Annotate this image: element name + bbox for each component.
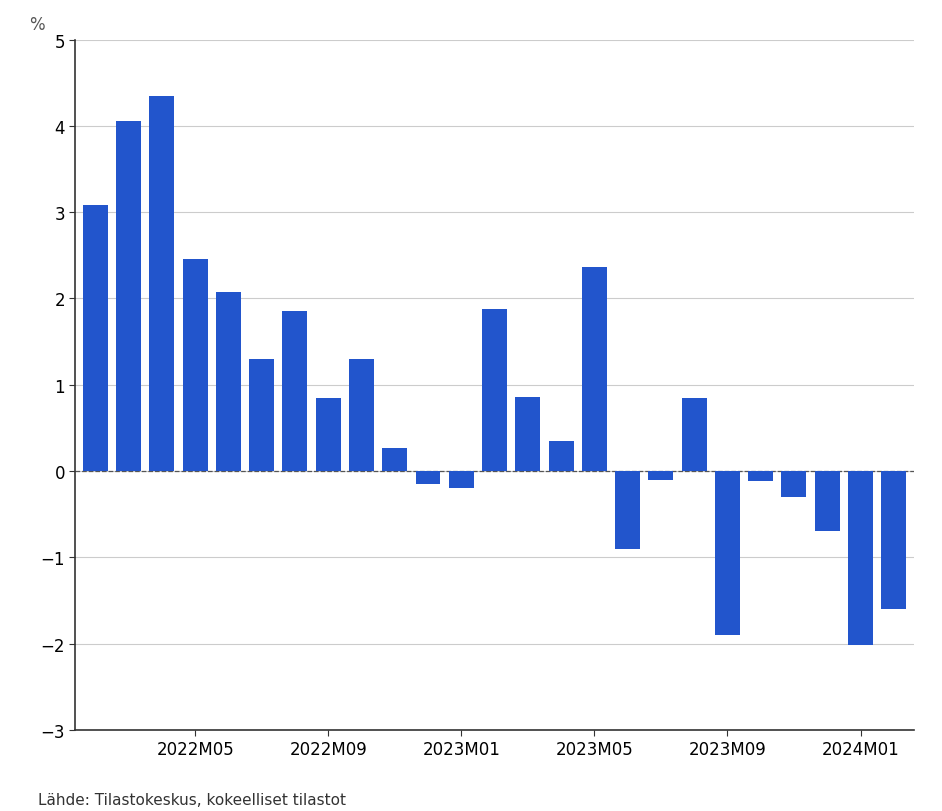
Bar (183, 260, 207, 471)
Bar (150, 97, 174, 471)
Bar (415, 471, 441, 484)
Bar (283, 311, 307, 471)
Bar (250, 359, 274, 471)
Bar (216, 293, 241, 471)
Text: Lähde: Tilastokeskus, kokeelliset tilastot: Lähde: Tilastokeskus, kokeelliset tilast… (38, 792, 346, 807)
Bar (448, 471, 474, 488)
Bar (349, 359, 374, 471)
Bar (748, 471, 773, 482)
Bar (116, 122, 141, 471)
Bar (848, 471, 873, 646)
Bar (615, 471, 641, 549)
Bar (715, 471, 739, 635)
Bar (882, 471, 906, 609)
Text: %: % (29, 15, 45, 33)
Bar (582, 268, 607, 471)
Bar (482, 309, 507, 471)
Bar (316, 398, 341, 471)
Bar (382, 448, 407, 471)
Bar (782, 471, 806, 497)
Bar (83, 206, 107, 471)
Bar (815, 471, 839, 532)
Bar (548, 441, 574, 471)
Bar (682, 398, 706, 471)
Bar (648, 471, 674, 480)
Bar (515, 397, 541, 471)
